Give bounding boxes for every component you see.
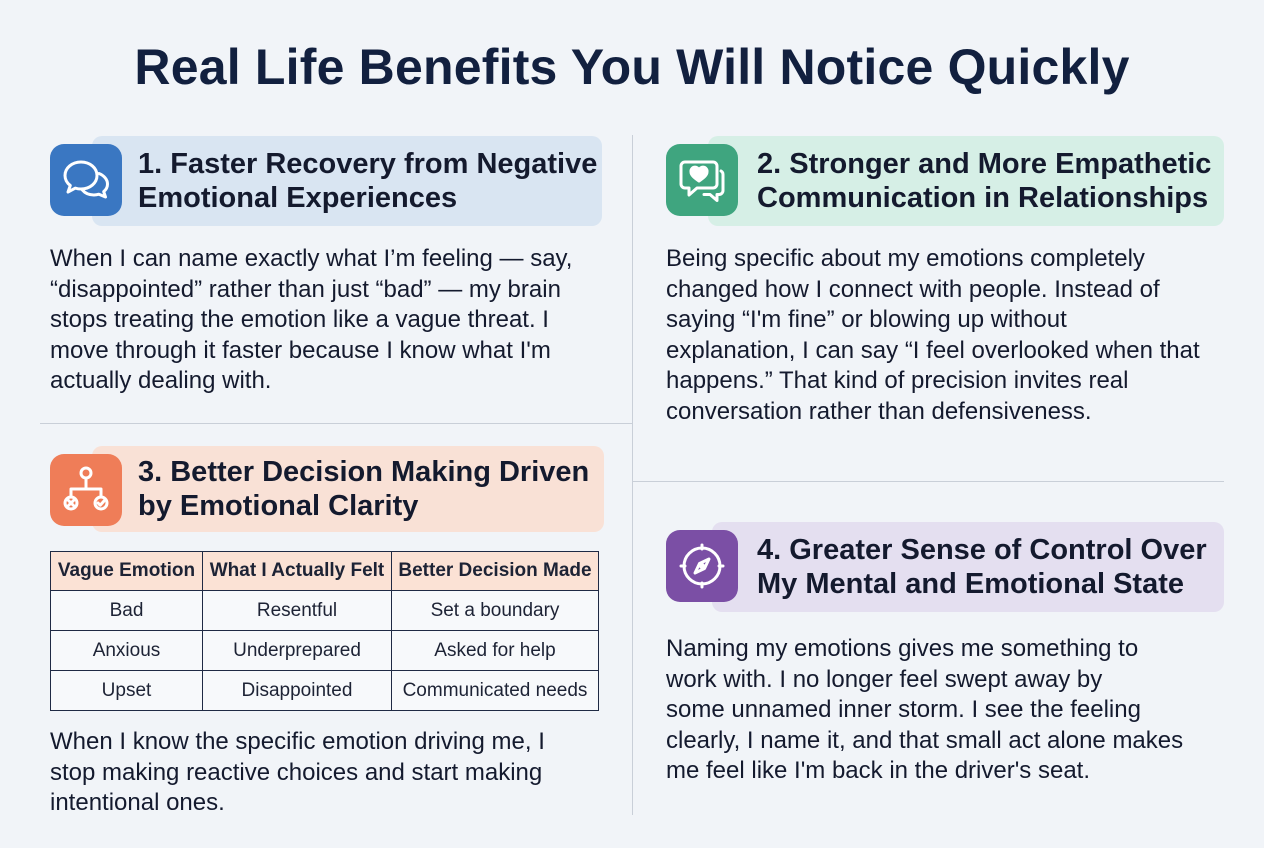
body-line: When I know the specific emotion driving… — [50, 728, 545, 755]
section-title: 4. Greater Sense of Control Over My Ment… — [757, 533, 1227, 601]
body-line: stops treating the emotion like a vague … — [50, 306, 549, 333]
decision-tree-icon — [50, 454, 122, 526]
section-title-line: 2. Stronger and More Empathetic — [757, 148, 1212, 180]
body-line: stop making reactive choices and start m… — [50, 758, 543, 786]
body-line: Naming my emotions gives me something to — [666, 635, 1139, 662]
table-header-cell: Better Decision Made — [391, 551, 599, 591]
body-line: clearly, I name it, and that small act a… — [666, 726, 1184, 754]
section-divider-left — [40, 423, 632, 424]
section-body: Naming my emotions gives me something to… — [666, 634, 1236, 787]
body-line: some unnamed inner storm. I see the feel… — [666, 696, 1141, 723]
emotion-decision-table: Vague Emotion What I Actually Felt Bette… — [50, 551, 599, 711]
body-line: changed how I connect with people. Inste… — [666, 275, 1160, 303]
table-row: Bad Resentful Set a boundary — [50, 590, 599, 631]
body-line: happens.” That kind of precision invites… — [666, 367, 1129, 394]
table-header-cell: What I Actually Felt — [202, 551, 392, 591]
body-line: conversation rather than defensiveness. — [666, 397, 1092, 425]
section-header-band — [708, 136, 1224, 226]
body-line: move through it faster because I know wh… — [50, 336, 551, 364]
page-title: Real Life Benefits You Will Notice Quick… — [134, 39, 1130, 95]
body-line: Being specific about my emotions complet… — [666, 245, 1145, 272]
section-title-line: Communication in Relationships — [757, 182, 1209, 214]
body-line: “disappointed” rather than just “bad” — … — [50, 275, 561, 303]
table-cell: Asked for help — [391, 630, 599, 671]
section-title-line: 4. Greater Sense of Control Over — [757, 534, 1207, 566]
section-title-line: 1. Faster Recovery from Negative — [138, 148, 598, 180]
table-cell: Resentful — [202, 590, 392, 631]
section-title: 3. Better Decision Making Driven by Emot… — [138, 455, 608, 523]
body-line: When I can name exactly what I’m feeling… — [50, 245, 573, 272]
section-title: 1. Faster Recovery from Negative Emotion… — [138, 147, 608, 215]
table-header-cell: Vague Emotion — [50, 551, 203, 591]
table-cell: Upset — [50, 670, 203, 711]
table-cell: Anxious — [50, 630, 203, 671]
table-cell: Bad — [50, 590, 203, 631]
table-cell: Underprepared — [202, 630, 392, 671]
section-body: Being specific about my emotions complet… — [666, 244, 1236, 427]
body-line: actually dealing with. — [50, 367, 272, 394]
compass-icon — [666, 530, 738, 602]
chat-bubbles-icon — [50, 144, 122, 216]
body-line: me feel like I'm back in the driver's se… — [666, 757, 1090, 784]
body-line: intentional ones. — [50, 789, 225, 816]
table-header-row: Vague Emotion What I Actually Felt Bette… — [50, 551, 599, 591]
body-line: saying “I'm fine” or blowing up without — [666, 306, 1067, 333]
table-cell: Communicated needs — [391, 670, 599, 711]
section-header-band — [92, 136, 602, 226]
section-title: 2. Stronger and More Empathetic Communic… — [757, 147, 1227, 215]
heart-chat-icon — [666, 144, 738, 216]
section-title-line: 3. Better Decision Making Driven — [138, 456, 590, 488]
section-title-line: My Mental and Emotional State — [757, 568, 1184, 600]
column-divider — [632, 135, 633, 815]
body-line: explanation, I can say “I feel overlooke… — [666, 336, 1200, 364]
table-row: Anxious Underprepared Asked for help — [50, 630, 599, 671]
section-header-band — [92, 446, 604, 532]
section-divider-right — [632, 481, 1224, 482]
table-row: Upset Disappointed Communicated needs — [50, 670, 599, 711]
section-title-line: Emotional Experiences — [138, 182, 458, 214]
body-line: work with. I no longer feel swept away b… — [666, 665, 1103, 693]
table-cell: Set a boundary — [391, 590, 599, 631]
section-title-line: by Emotional Clarity — [138, 490, 419, 522]
section-body: When I know the specific emotion driving… — [50, 727, 620, 819]
table-cell: Disappointed — [202, 670, 392, 711]
section-body: When I can name exactly what I’m feeling… — [50, 244, 620, 397]
section-header-band — [712, 522, 1224, 612]
